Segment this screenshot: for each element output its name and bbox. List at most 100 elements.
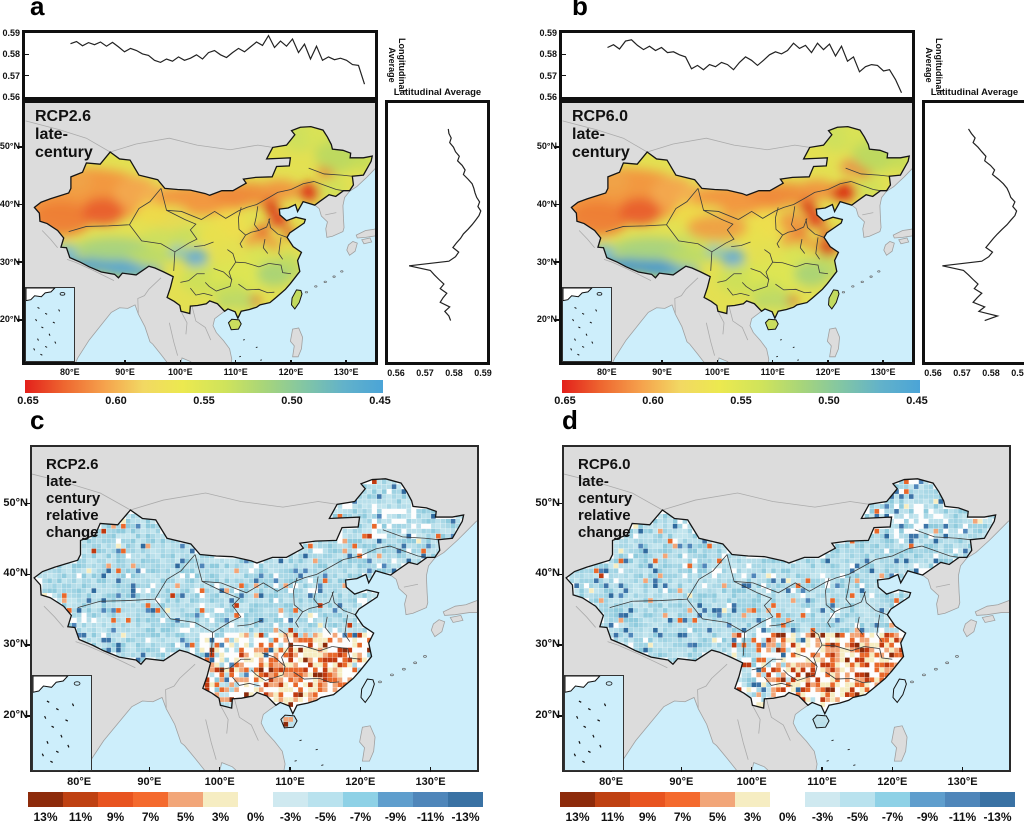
lat-tick-label: 50°N (535, 496, 560, 509)
south-china-sea-inset-image (33, 676, 91, 764)
lon-tick-label: 90°E (669, 776, 694, 788)
panel-letter-a: a (30, 0, 45, 21)
colorbar-cool-block (875, 792, 910, 807)
lon-tick-label: 100°E (736, 776, 767, 788)
lon-tick-label: 100°E (168, 367, 193, 377)
south-china-sea-inset (564, 675, 624, 771)
colorbar-warm-block (98, 792, 133, 807)
lon-tick (606, 360, 608, 365)
map-rcp60-late-century (559, 100, 915, 365)
south-china-sea-inset-image (565, 676, 623, 764)
longitudinal-label-line1: Longitudinal (934, 38, 944, 92)
lon-tick (827, 360, 829, 365)
lat-tick (17, 319, 22, 321)
map-image-b (562, 103, 912, 362)
lon-tick-label: 80°E (67, 776, 92, 788)
colorbar-cool-block (448, 792, 483, 807)
lon-tick-label: 90°E (137, 776, 162, 788)
top-plot-y-tick-label: 0.59 (2, 28, 20, 38)
map-title-b: RCP6.0 late-century (572, 108, 630, 161)
lon-tick-label: 120°E (278, 367, 304, 377)
panel-letter-b: b (572, 0, 588, 21)
right-plot-x-tick-label: 0.59 (1011, 368, 1024, 378)
lon-tick-label: 80°E (59, 367, 80, 377)
latitudinal-average-plot-a (385, 100, 490, 365)
colorbar-percent-label: 7% (673, 810, 692, 824)
colorbar-tick-label: 0.45 (369, 395, 391, 407)
colorbar-percent-label: -3% (279, 810, 302, 824)
lon-tick (882, 360, 884, 365)
longitudinal-label-line1: Longitudinal (397, 38, 407, 92)
colorbar-tick-label: 0.65 (17, 395, 39, 407)
south-china-sea-inset-image (563, 288, 611, 356)
top-plot-y-tick (562, 74, 566, 77)
lon-tick (359, 767, 362, 772)
lon-tick (661, 360, 663, 365)
lon-tick (429, 767, 432, 772)
colorbar-warm-block (735, 792, 770, 807)
lon-tick (289, 767, 291, 772)
lat-tick (17, 146, 22, 148)
lon-tick-label: 90°E (115, 367, 135, 377)
lat-tick (557, 573, 562, 576)
colorbar-percent-label: -3% (811, 810, 834, 824)
lon-tick-label: 80°E (596, 367, 617, 377)
lon-tick (148, 767, 151, 772)
colorbar-cool-block (343, 792, 378, 807)
longitudinal-average-plot-b (559, 30, 915, 100)
longitudinal-label-line2: Average (386, 47, 397, 83)
colorbar-percent-label: -7% (881, 810, 904, 824)
lat-tick (554, 319, 559, 321)
colorbar-tick-label: 0.45 (906, 395, 928, 407)
longitudinal-average-plot-a (22, 30, 378, 100)
lat-tick-label: 20°N (536, 314, 557, 325)
map-rcp26-late-century (22, 100, 378, 365)
south-china-sea-inset-image (26, 288, 74, 356)
latitudinal-average-plot-b (922, 100, 1024, 365)
lon-tick (179, 360, 182, 365)
lat-tick (554, 146, 559, 148)
colorbar-percent-label: 5% (708, 810, 727, 824)
panel-letter-d: d (562, 405, 578, 435)
colorbar-cool-block (413, 792, 448, 807)
lat-tick-label: 40°N (535, 567, 560, 580)
colorbar-tick-label: 0.55 (730, 395, 752, 407)
right-plot-x-tick-label: 0.58 (445, 368, 463, 378)
longitudinal-average-line-a (25, 33, 375, 97)
lat-tick-label: 30°N (0, 256, 20, 267)
lat-tick-label: 30°N (536, 256, 557, 267)
lon-tick (234, 360, 237, 365)
lon-tick-label: 110°E (807, 776, 837, 788)
lon-tick-label: 120°E (345, 776, 376, 788)
south-china-sea-inset (562, 287, 612, 362)
colorbar-cool-block (980, 792, 1015, 807)
colorbar-warm-block (700, 792, 735, 807)
lat-tick (554, 203, 559, 206)
south-china-sea-inset (25, 287, 75, 362)
lon-tick (750, 767, 753, 772)
lon-tick (69, 360, 71, 365)
colorbar-tick-label: 0.55 (193, 395, 215, 407)
colorbar-percent-label: -13% (983, 810, 1012, 824)
colorbar-cool-block (308, 792, 343, 807)
lat-tick (25, 502, 30, 505)
colorbar-warm-block (595, 792, 630, 807)
colorbar-cool-block (273, 792, 308, 807)
longitudinal-label-line2: Average (923, 47, 934, 83)
map-rcp26-relative-change (30, 445, 479, 772)
panel-letter-c: c (30, 405, 45, 435)
colorbar-tick-label: 0.60 (105, 395, 127, 407)
colorbar-warm-block (630, 792, 665, 807)
colorbar-percent-label: 13% (33, 810, 58, 824)
lat-tick-label: 50°N (0, 141, 20, 152)
lat-tick (25, 715, 30, 717)
lon-tick-label: 110°E (275, 776, 305, 788)
lat-tick-label: 30°N (535, 638, 560, 651)
top-plot-y-tick-label: 0.57 (2, 70, 20, 81)
colorbar-cool-block (805, 792, 840, 807)
lon-tick (771, 360, 774, 365)
lon-tick (716, 360, 719, 365)
colorbar-warm-block (168, 792, 203, 807)
top-plot-y-tick (25, 53, 29, 56)
south-china-sea-inset (32, 675, 92, 771)
